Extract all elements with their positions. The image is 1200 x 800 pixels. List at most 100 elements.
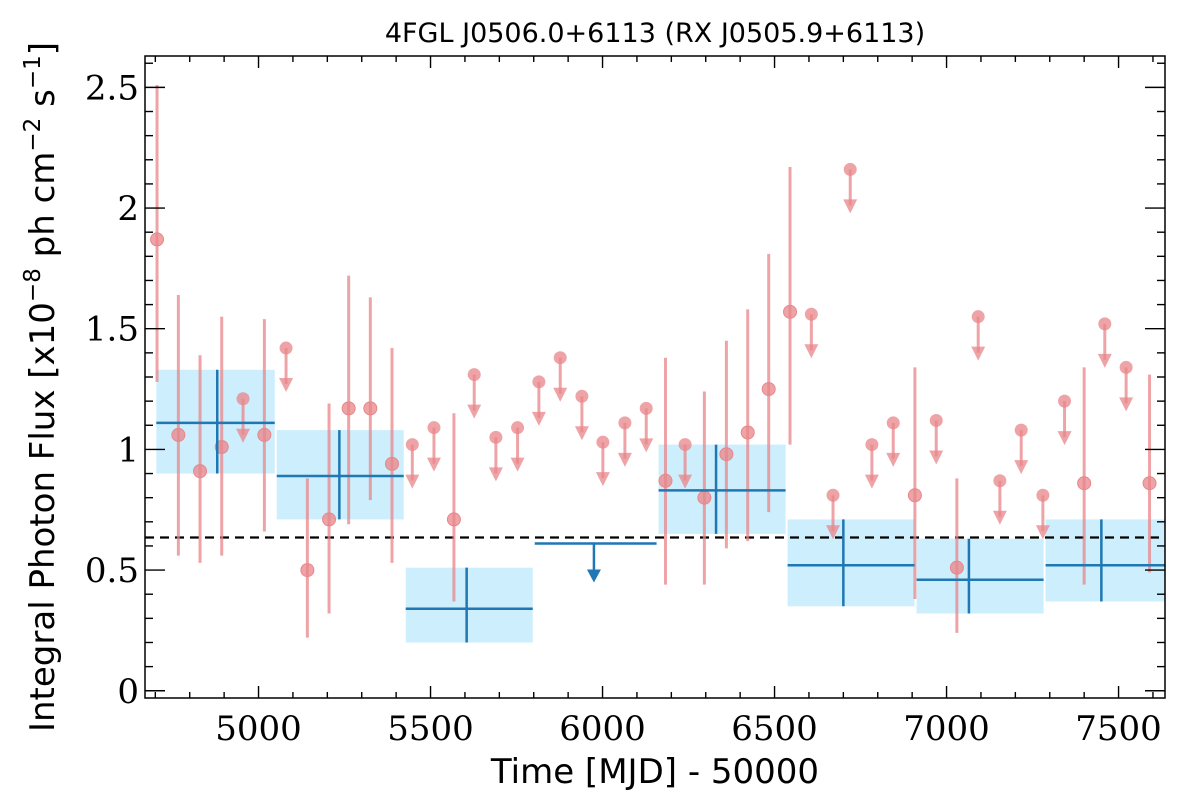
short-bin-point-2 bbox=[193, 355, 208, 563]
short-bin-upper-limit-9 bbox=[574, 389, 589, 441]
short-bin-marker bbox=[783, 304, 798, 319]
upper-limit-marker bbox=[886, 416, 900, 430]
upper-limit-marker bbox=[1014, 423, 1028, 437]
short-bin-upper-limit-8 bbox=[553, 351, 568, 402]
short-bin-marker bbox=[1077, 476, 1092, 491]
long-ul-arrow bbox=[586, 569, 601, 583]
chart-title: 4FGL J0506.0+6113 (RX J0505.9+6113) bbox=[385, 18, 925, 49]
upper-limit-arrow bbox=[531, 411, 546, 426]
upper-limit-arrow bbox=[1097, 353, 1112, 368]
short-bin-point-18 bbox=[949, 478, 964, 633]
upper-limit-arrow bbox=[971, 346, 986, 361]
long-bin-point-0 bbox=[156, 369, 275, 474]
upper-limit-marker bbox=[596, 435, 610, 449]
upper-limit-marker bbox=[929, 413, 943, 427]
short-bin-marker bbox=[446, 512, 461, 527]
short-bin-marker bbox=[385, 456, 400, 471]
long-bin-point-4 bbox=[787, 519, 915, 607]
short-bin-upper-limit-21 bbox=[992, 474, 1007, 525]
short-bin-upper-limit-10 bbox=[595, 435, 610, 487]
upper-limit-marker bbox=[826, 488, 840, 502]
x-tick-label: 5000 bbox=[215, 709, 302, 749]
long-bin-point-2 bbox=[405, 567, 533, 643]
upper-limit-arrow bbox=[279, 378, 294, 393]
long-bin-band-2 bbox=[405, 567, 533, 643]
long-bin-point-1 bbox=[276, 430, 404, 520]
short-bin-marker bbox=[193, 464, 208, 479]
short-bin-upper-limit-20 bbox=[971, 310, 986, 361]
upper-limit-arrow bbox=[1014, 460, 1029, 475]
x-axis-title: Time [MJD] - 50000 bbox=[490, 752, 819, 792]
y-tick-label: 1.5 bbox=[85, 310, 139, 350]
short-bin-marker bbox=[257, 427, 272, 442]
short-bin-marker bbox=[300, 563, 315, 578]
upper-limit-arrow bbox=[617, 452, 632, 467]
x-tick-label: 6000 bbox=[559, 709, 646, 749]
short-bin-series bbox=[150, 84, 1157, 638]
short-bin-point-7 bbox=[341, 275, 356, 525]
short-bin-point-11 bbox=[658, 357, 673, 585]
short-bin-point-5 bbox=[300, 478, 315, 638]
short-bin-upper-limit-24 bbox=[1057, 394, 1072, 446]
short-bin-upper-limit-13 bbox=[678, 438, 693, 489]
x-tick-label: 5500 bbox=[387, 709, 474, 749]
upper-limit-marker bbox=[865, 438, 879, 452]
short-bin-marker bbox=[171, 427, 186, 442]
upper-limit-marker bbox=[532, 375, 546, 389]
upper-limit-marker bbox=[993, 474, 1007, 488]
y-tick-label: 0.5 bbox=[85, 551, 139, 591]
y-axis-title-prefix: Integral Photon Flux [x10 bbox=[23, 302, 63, 732]
short-bin-upper-limit-1 bbox=[279, 341, 294, 393]
short-bin-point-1 bbox=[171, 294, 186, 556]
upper-limit-marker bbox=[971, 310, 985, 324]
short-bin-upper-limit-7 bbox=[531, 375, 546, 426]
upper-limit-arrow bbox=[405, 474, 420, 489]
long-bin-band-6 bbox=[1045, 519, 1165, 602]
upper-limit-marker bbox=[489, 430, 503, 444]
short-bin-upper-limit-23 bbox=[1035, 488, 1050, 540]
upper-limit-arrow bbox=[639, 438, 654, 453]
short-bin-point-10 bbox=[446, 413, 461, 602]
short-bin-upper-limit-18 bbox=[886, 416, 901, 467]
short-bin-upper-limit-6 bbox=[510, 421, 525, 472]
y-axis-title-s: s bbox=[23, 89, 63, 118]
upper-limit-arrow bbox=[426, 457, 441, 472]
short-bin-upper-limit-26 bbox=[1119, 360, 1134, 412]
upper-limit-marker bbox=[639, 401, 653, 415]
short-bin-upper-limit-4 bbox=[467, 368, 482, 419]
upper-limit-marker bbox=[279, 341, 293, 355]
upper-limit-marker bbox=[678, 438, 692, 452]
upper-limit-arrow bbox=[595, 472, 610, 487]
upper-limit-marker bbox=[1058, 394, 1072, 408]
upper-limit-arrow bbox=[804, 344, 819, 359]
short-bin-point-17 bbox=[907, 367, 922, 600]
upper-limit-arrow bbox=[1057, 431, 1072, 446]
upper-limit-arrow bbox=[678, 474, 693, 489]
short-bin-marker bbox=[740, 425, 755, 440]
upper-limit-arrow bbox=[1035, 525, 1050, 540]
upper-limit-arrow bbox=[467, 404, 482, 419]
upper-limit-marker bbox=[405, 438, 419, 452]
short-bin-upper-limit-11 bbox=[617, 416, 632, 467]
short-bin-marker bbox=[697, 490, 712, 505]
short-bin-upper-limit-16 bbox=[843, 162, 858, 214]
upper-limit-arrow bbox=[843, 199, 858, 214]
upper-limit-marker bbox=[1036, 488, 1050, 502]
y-axis-title-middle: ph cm bbox=[23, 152, 63, 269]
short-bin-point-19 bbox=[1077, 367, 1092, 585]
upper-limit-arrow bbox=[574, 426, 589, 441]
long-bin-upper-limit-0 bbox=[534, 542, 657, 583]
short-bin-upper-limit-3 bbox=[426, 421, 441, 472]
x-tick-label: 7000 bbox=[903, 709, 990, 749]
y-axis-title-exp2: −2 bbox=[20, 118, 46, 152]
x-tick-label: 7500 bbox=[1075, 709, 1162, 749]
short-bin-upper-limit-19 bbox=[929, 413, 944, 465]
upper-limit-marker bbox=[553, 351, 567, 365]
short-bin-point-20 bbox=[1142, 374, 1157, 573]
short-bin-upper-limit-22 bbox=[1014, 423, 1029, 475]
short-bin-upper-limit-0 bbox=[236, 392, 251, 443]
short-bin-marker bbox=[1142, 476, 1157, 491]
upper-limit-marker bbox=[236, 392, 250, 406]
y-tick-label: 2 bbox=[117, 189, 139, 229]
long-bin-band-5 bbox=[916, 538, 1044, 614]
